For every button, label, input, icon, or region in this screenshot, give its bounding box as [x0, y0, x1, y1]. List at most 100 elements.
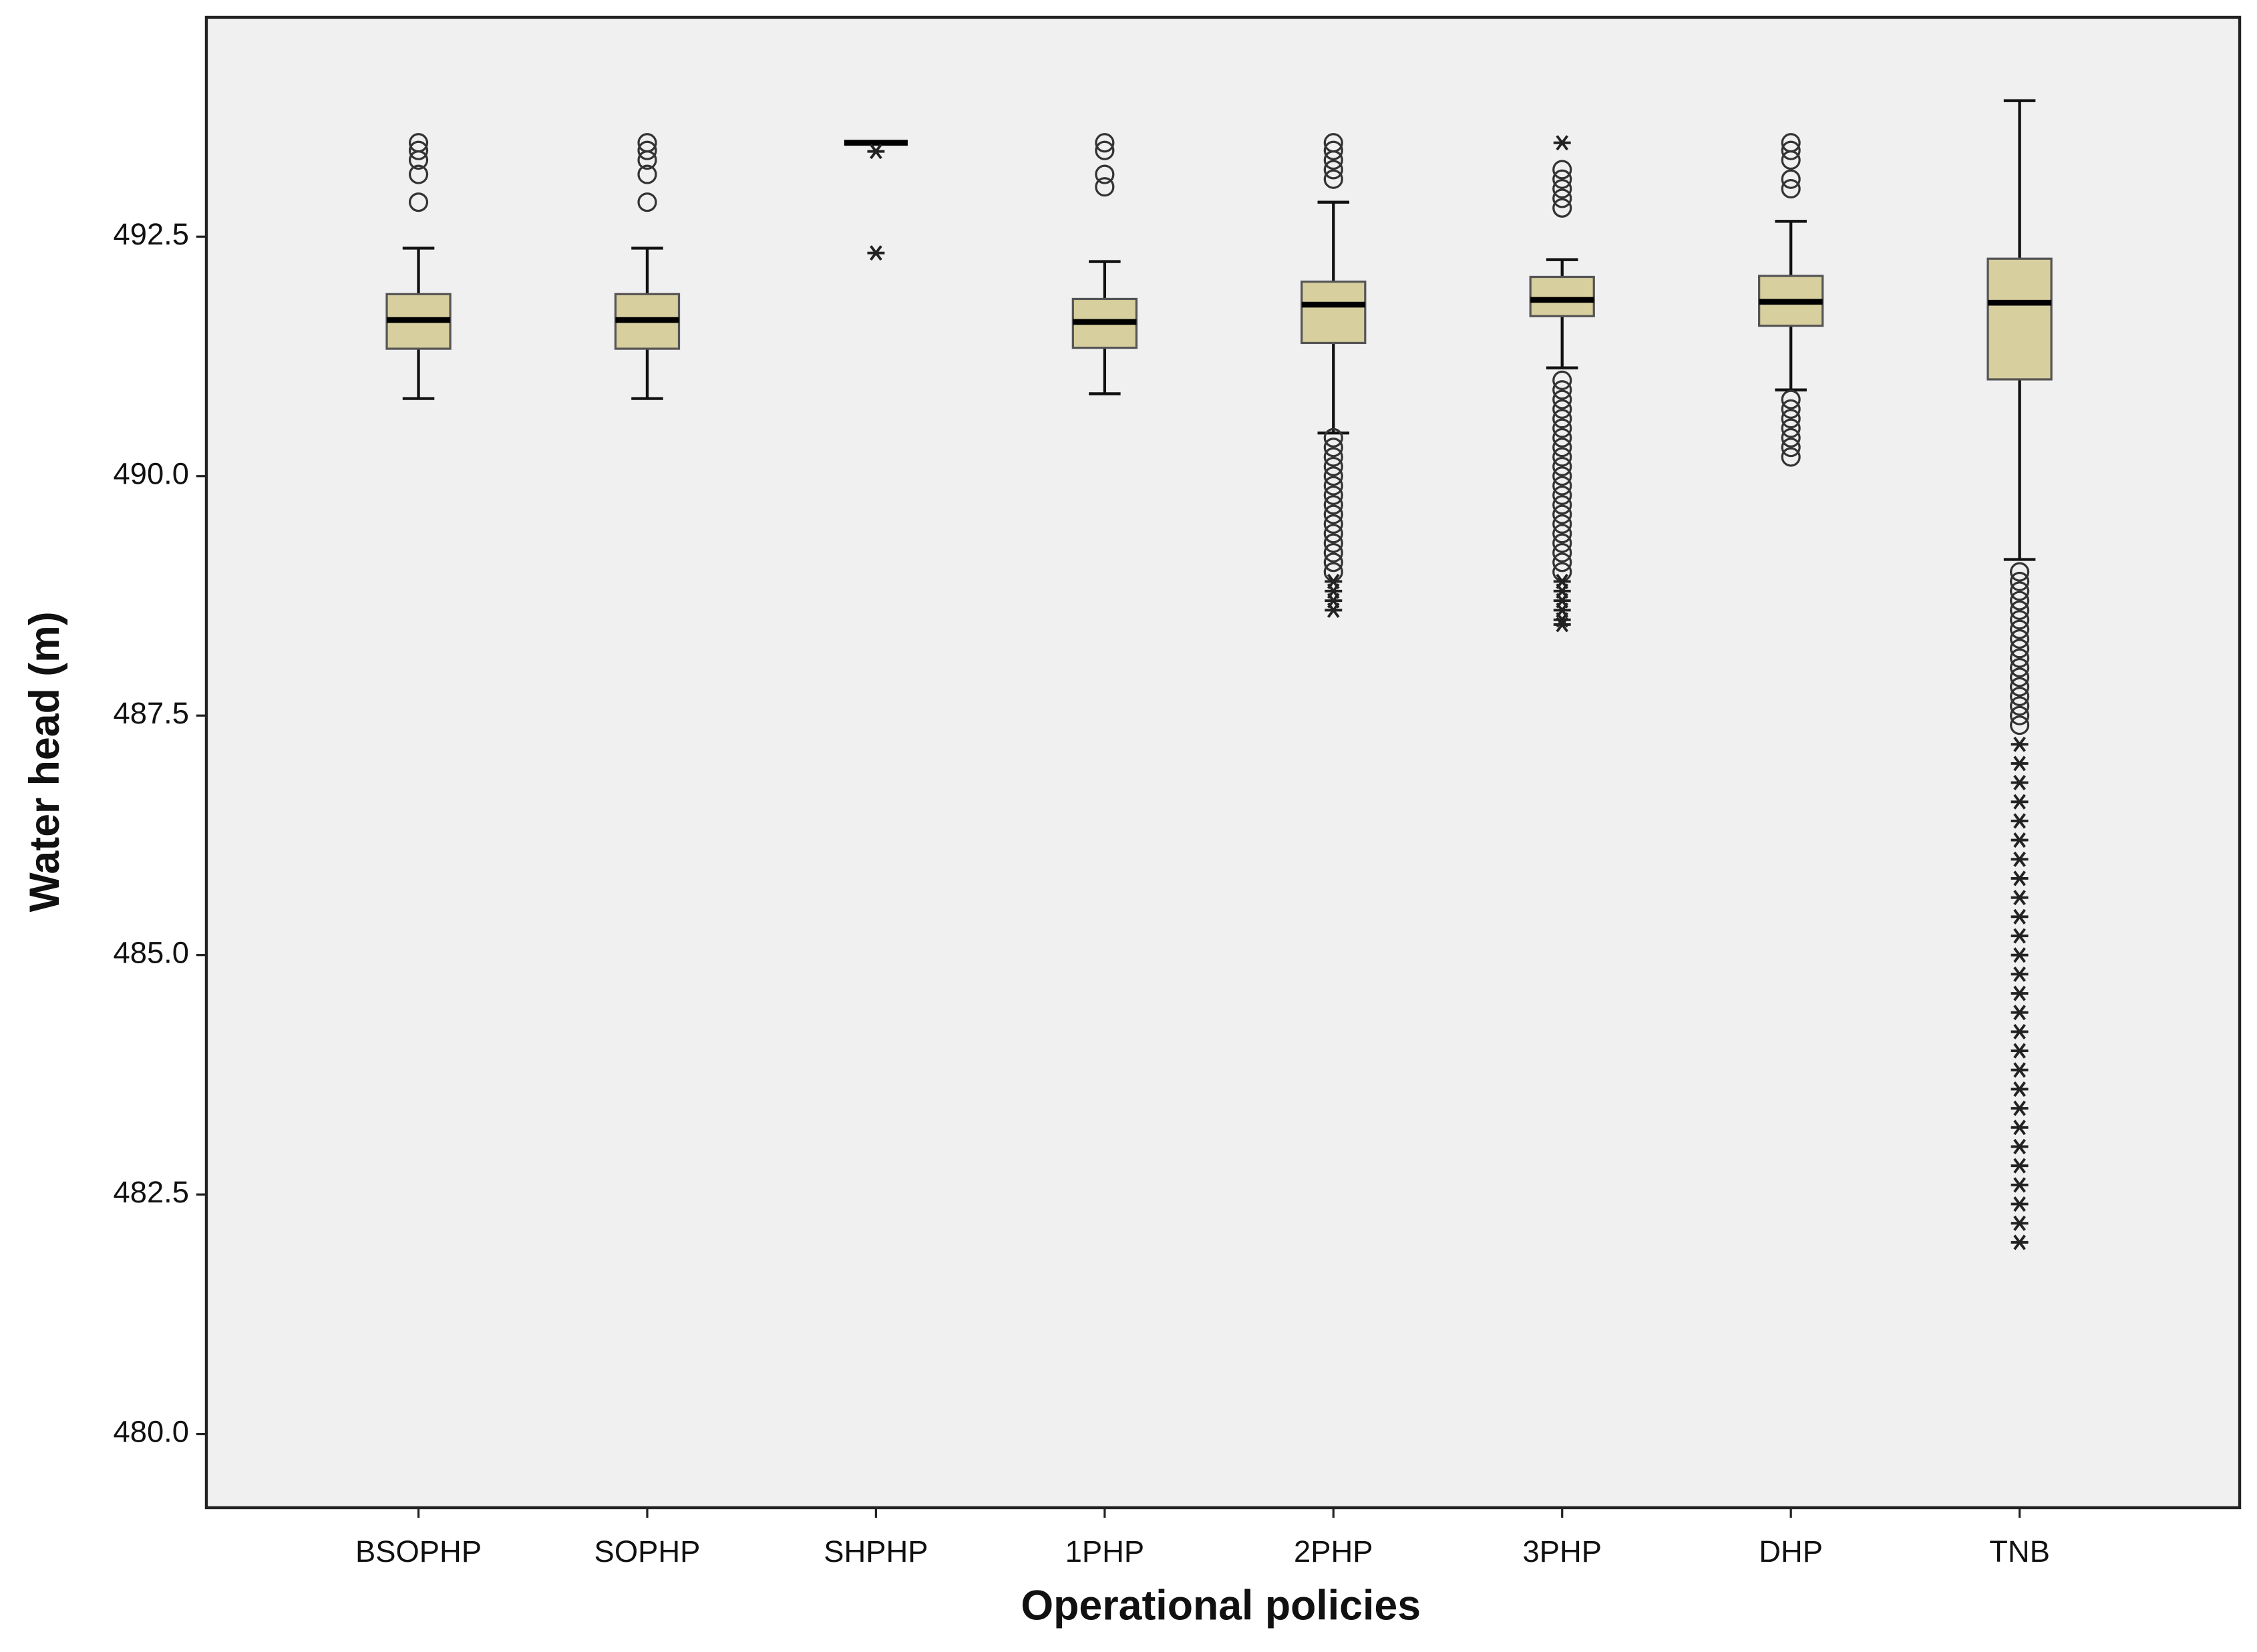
outlier: [1781, 418, 1801, 438]
outlier: [1552, 524, 1572, 544]
outlier: [1323, 150, 1343, 170]
extreme: [2011, 890, 2029, 906]
outlier: [1781, 447, 1801, 467]
outlier: [2010, 600, 2030, 621]
outlier: [1323, 524, 1343, 544]
outlier: [1781, 399, 1801, 419]
x-tick-label: 3PHP: [1522, 1534, 1602, 1568]
outlier: [1552, 504, 1572, 524]
outlier: [1323, 456, 1343, 476]
outlier: [1552, 438, 1572, 458]
outlier: [637, 164, 657, 184]
outlier: [2010, 705, 2030, 725]
outlier: [637, 192, 657, 212]
outlier: [1552, 542, 1572, 563]
outlier: [2010, 591, 2030, 611]
outlier: [1323, 504, 1343, 524]
outlier: [637, 150, 657, 170]
y-axis-title: Water head (m): [21, 611, 68, 912]
outlier: [1552, 428, 1572, 448]
extreme: [2011, 1100, 2029, 1116]
outlier: [2010, 610, 2030, 630]
outlier: [1552, 370, 1572, 390]
outlier: [1552, 466, 1572, 486]
outlier: [1552, 198, 1572, 218]
outlier: [1552, 399, 1572, 419]
extreme: [2011, 1062, 2029, 1078]
outlier: [1323, 140, 1343, 160]
extreme: [2011, 1120, 2029, 1136]
outlier: [1323, 533, 1343, 553]
outlier: [1552, 485, 1572, 505]
extreme: [2011, 908, 2029, 925]
outlier: [1095, 133, 1115, 153]
outlier: [1552, 552, 1572, 572]
outlier: [1323, 485, 1343, 505]
outlier: [1095, 140, 1115, 160]
outlier: [1552, 380, 1572, 400]
outlier: [2010, 648, 2030, 668]
outlier: [2010, 686, 2030, 707]
outlier: [1781, 150, 1801, 170]
extreme: [1553, 617, 1571, 633]
outlier: [1552, 179, 1572, 199]
outlier: [2010, 657, 2030, 678]
outlier: [1552, 160, 1572, 180]
outlier: [2010, 667, 2030, 687]
outlier: [1323, 160, 1343, 180]
outlier: [1323, 169, 1343, 189]
box: [1529, 275, 1595, 317]
x-tick-label: 2PHP: [1294, 1534, 1373, 1568]
outlier: [408, 164, 429, 184]
y-tick-label: 492.5: [113, 217, 189, 251]
extreme: [2011, 1158, 2029, 1174]
outlier: [2010, 562, 2030, 582]
outlier: [2010, 639, 2030, 659]
x-axis-title: Operational policies: [1021, 1583, 1421, 1629]
outlier: [1552, 456, 1572, 476]
outlier: [1552, 476, 1572, 496]
outlier: [2010, 571, 2030, 592]
y-tick-label: 487.5: [113, 696, 189, 730]
outlier: [1781, 389, 1801, 409]
outlier: [1781, 409, 1801, 429]
y-tick-label: 482.5: [113, 1175, 189, 1209]
extreme: [2011, 947, 2029, 963]
extreme: [2011, 1023, 2029, 1039]
outlier: [1095, 164, 1115, 184]
x-tick-label: BSOPHP: [355, 1534, 482, 1568]
outlier: [408, 140, 429, 160]
outlier: [1552, 495, 1572, 515]
extreme: [2011, 736, 2029, 752]
outlier: [1552, 188, 1572, 208]
extreme: [2011, 813, 2029, 829]
extreme: [2011, 794, 2029, 810]
y-tick-label: 480.0: [113, 1415, 189, 1449]
extreme: [867, 245, 885, 261]
extreme: [2011, 1138, 2029, 1154]
outlier: [1781, 140, 1801, 160]
x-tick-label: DHP: [1759, 1534, 1823, 1568]
extreme: [2011, 851, 2029, 867]
x-tick-label: SHPHP: [824, 1534, 928, 1568]
extreme: [2011, 985, 2029, 1001]
outlier: [1323, 476, 1343, 496]
y-tick-label: 490.0: [113, 457, 189, 491]
outlier: [1781, 438, 1801, 458]
outlier: [1552, 447, 1572, 467]
outlier: [1781, 169, 1801, 189]
outlier: [1552, 169, 1572, 189]
extreme: [2011, 1234, 2029, 1251]
outlier: [1323, 466, 1343, 486]
box: [1300, 281, 1367, 345]
x-tick-label: TNB: [1989, 1534, 2050, 1568]
outlier: [1323, 542, 1343, 563]
extreme: [2011, 1043, 2029, 1059]
extreme: [2011, 1215, 2029, 1231]
extreme: [2011, 775, 2029, 791]
extreme: [1325, 602, 1343, 619]
outlier: [1781, 428, 1801, 448]
outlier: [1552, 514, 1572, 534]
outlier: [2010, 581, 2030, 601]
